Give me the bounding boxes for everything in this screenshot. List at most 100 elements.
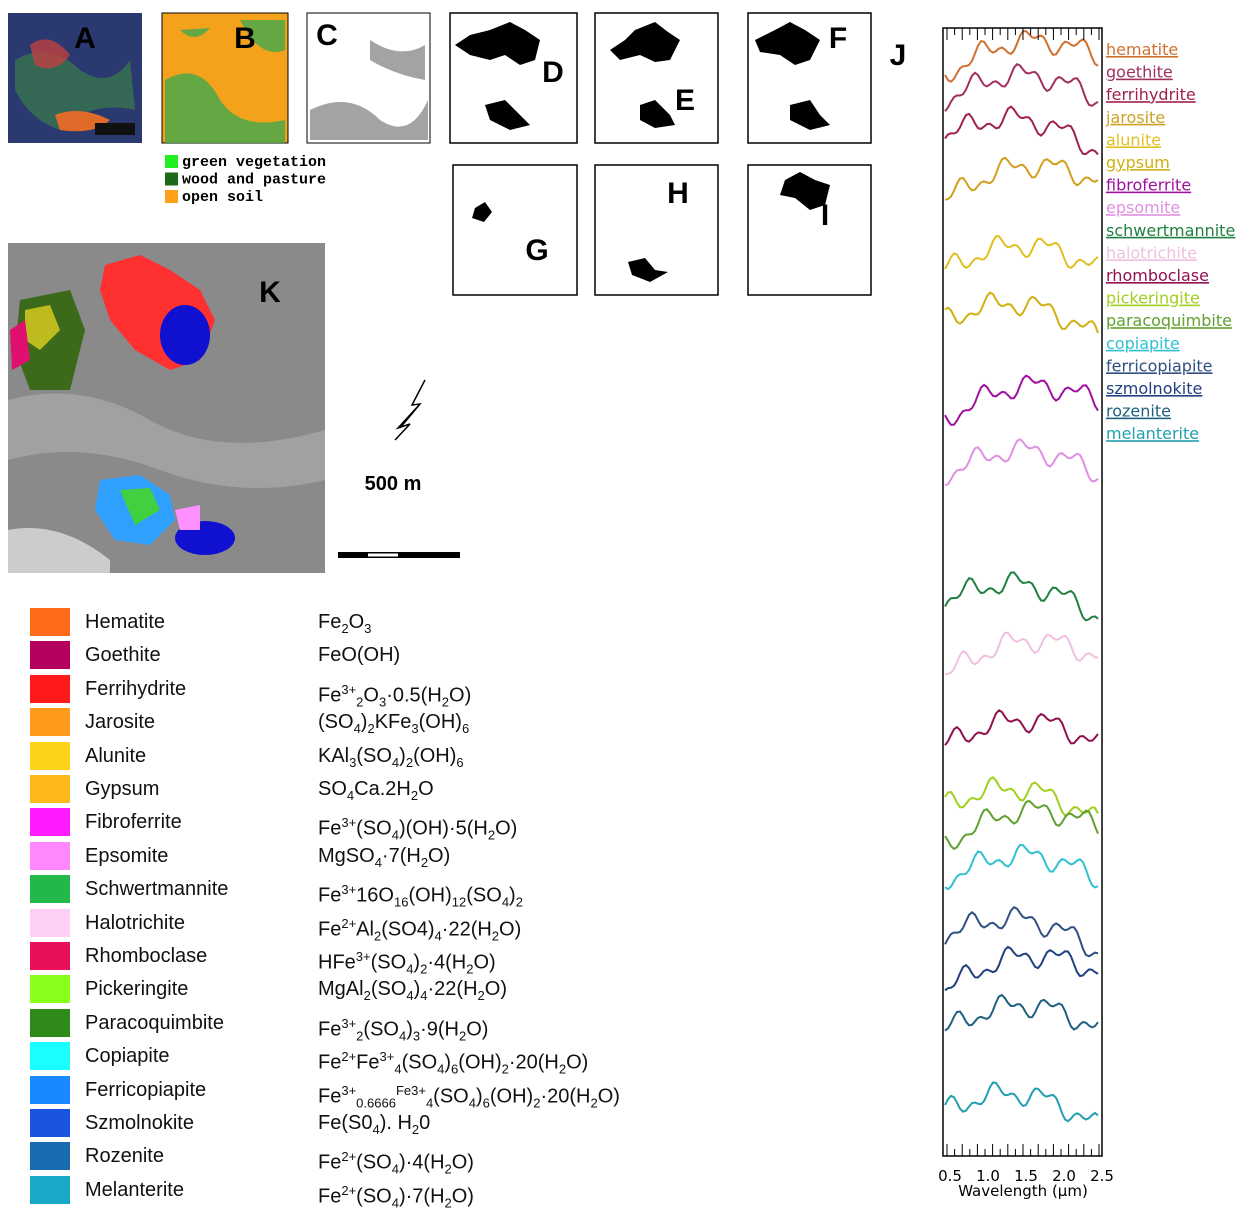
spectrum-curve — [945, 995, 1098, 1030]
x-tick-label: 2.5 — [1090, 1167, 1114, 1185]
spectra-frame — [943, 28, 1102, 1156]
spectrum-curve — [945, 439, 1098, 485]
spectrum-label: schwertmannite — [1106, 221, 1235, 240]
x-tick-label: 1.0 — [976, 1167, 1000, 1185]
panel-label: E — [675, 84, 695, 117]
panel-label: G — [525, 234, 548, 267]
spectrum-label: alunite — [1106, 130, 1161, 149]
spectrum-curve — [945, 236, 1098, 269]
formula-part: ) — [399, 745, 406, 767]
spectrum-curve — [945, 376, 1098, 425]
formula-part: 16O — [356, 885, 394, 907]
mineral-swatch — [30, 608, 70, 636]
formula-part: 2 — [364, 988, 371, 1003]
formula-part: (SO — [371, 978, 407, 1000]
x-tick-label: 2.0 — [1052, 1167, 1076, 1185]
formula-part: O) — [473, 952, 495, 974]
image-a-region — [95, 123, 135, 135]
spectrum-label: jarosite — [1105, 108, 1165, 127]
mineral-name: Fibroferrite — [85, 806, 182, 839]
mineral-swatch — [30, 742, 70, 770]
formula-part: (SO — [466, 885, 502, 907]
x-tick-label: 0.5 — [938, 1167, 962, 1185]
scale-bar — [338, 552, 460, 558]
formula-part: Fe3+ — [396, 1083, 426, 1098]
formula-part: FeO(OH) — [318, 644, 400, 666]
spectrum-label: fibroferrite — [1106, 176, 1191, 195]
mineral-formula: FeO(OH) — [318, 639, 400, 672]
formula-part: (SO — [356, 1152, 392, 1174]
mineral-swatch — [30, 641, 70, 669]
formula-part: O) — [485, 978, 507, 1000]
formula-part: 4 — [375, 855, 382, 870]
spectrum-label: rozenite — [1106, 402, 1171, 421]
formula-part: 2 — [478, 988, 485, 1003]
panel-label: A — [74, 22, 96, 55]
formula-part: 3 — [364, 621, 371, 636]
spectrum-curve — [945, 907, 1098, 956]
formula-part: (SO — [363, 1018, 399, 1040]
formula-part: 4 — [354, 721, 361, 736]
spectrum-label: halotrichite — [1106, 243, 1197, 262]
formula-part: (SO — [356, 1185, 392, 1207]
mineral-swatch — [30, 1009, 70, 1037]
formula-part: 3+ — [356, 949, 371, 964]
legend-label: green vegetation — [182, 154, 326, 171]
image-k-region — [160, 305, 210, 365]
legend-label: wood and pasture — [182, 172, 326, 189]
spectrum-label: szmolnokite — [1106, 379, 1202, 398]
formula-part: 6 — [456, 755, 463, 770]
mineral-name: Rozenite — [85, 1140, 164, 1173]
mineral-swatch — [30, 808, 70, 836]
mineral-name: Epsomite — [85, 840, 168, 873]
formula-part: )·4(H — [399, 1152, 445, 1174]
page: 500 m Wavelength (μm) ABCDEFGHIJKgreen v… — [0, 0, 1255, 1204]
formula-part: O) — [452, 1152, 474, 1174]
formula-part: O — [349, 611, 365, 633]
x-tick-label: 1.5 — [1014, 1167, 1038, 1185]
legend-swatch — [165, 190, 178, 203]
spectrum-curve — [945, 293, 1098, 333]
formula-part: (OH) — [458, 1052, 501, 1074]
image-g — [453, 165, 577, 295]
formula-part: MgSO — [318, 845, 375, 867]
formula-part: (OH) — [408, 885, 451, 907]
panel-label: B — [234, 22, 256, 55]
formula-part: Fe — [318, 1152, 341, 1174]
panel-label: J — [890, 39, 907, 72]
mineral-name: Pickeringite — [85, 973, 188, 1006]
spectrum-curve — [945, 633, 1098, 675]
formula-part: (SO — [356, 818, 392, 840]
formula-part: ·20(H — [509, 1052, 559, 1074]
formula-part: 6 — [462, 721, 469, 736]
mineral-name: Schwertmannite — [85, 873, 228, 906]
legend-label: open soil — [182, 189, 263, 206]
formula-part: (SO — [371, 952, 407, 974]
panel-label: D — [542, 56, 564, 89]
mineral-name: Melanterite — [85, 1174, 184, 1207]
formula-part: )(OH)·5(H — [399, 818, 488, 840]
mineral-swatch — [30, 775, 70, 803]
formula-part: SO — [318, 778, 347, 800]
spectrum-curve — [945, 158, 1098, 200]
formula-part: ·9(H — [420, 1018, 459, 1040]
formula-part: Fe — [318, 684, 341, 706]
formula-part: 3+ — [341, 682, 356, 697]
spectrum-label: rhomboclase — [1106, 266, 1209, 285]
scale-bar-fill — [338, 552, 460, 558]
formula-part: 3 — [411, 721, 418, 736]
formula-part: 2+ — [341, 1049, 356, 1064]
formula-part: 2 — [590, 1095, 597, 1110]
formula-part: ·4(H — [427, 952, 466, 974]
spectrum-curve — [945, 1083, 1098, 1122]
formula-part: (SO — [318, 711, 354, 733]
spectrum-curve — [945, 845, 1098, 889]
mineral-swatch — [30, 1142, 70, 1170]
formula-part: Fe — [318, 1052, 341, 1074]
formula-part: ·7(H — [382, 845, 421, 867]
formula-part: Fe — [318, 1185, 341, 1207]
mineral-swatch — [30, 909, 70, 937]
formula-part: (OH) — [419, 711, 462, 733]
spectrum-curve — [945, 107, 1098, 155]
legend-swatch — [165, 155, 178, 168]
